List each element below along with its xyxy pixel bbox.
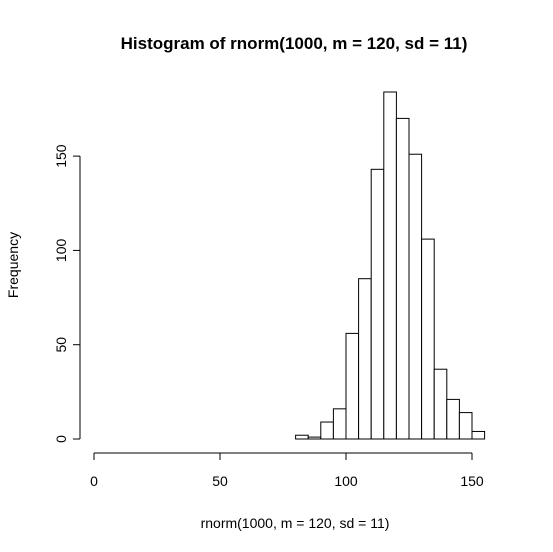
x-axis: 0 50 100 150: [90, 452, 484, 489]
y-tick-label-150: 150: [53, 144, 69, 168]
x-axis-label: rnorm(1000, m = 120, sd = 11): [201, 515, 390, 531]
histogram-bar-5: [358, 278, 372, 440]
histogram-bar-12: [446, 398, 460, 440]
histogram-bar-13: [458, 412, 473, 440]
x-tick-label-150: 150: [460, 473, 484, 489]
bars-group: [295, 91, 486, 440]
x-tick-label-0: 0: [90, 473, 98, 489]
histogram-bar-6: [370, 168, 385, 440]
histogram-bar-11: [433, 368, 448, 440]
x-tick-label-100: 100: [334, 473, 358, 489]
chart-title: Histogram of rnorm(1000, m = 120, sd = 1…: [121, 34, 468, 53]
histogram-bar-4: [345, 332, 360, 440]
x-tick-label-50: 50: [212, 473, 228, 489]
y-tick-label-100: 100: [53, 239, 69, 263]
histogram-bar-3: [332, 408, 347, 440]
y-tick-label-0: 0: [53, 435, 69, 443]
histogram-bar-0: [295, 434, 309, 440]
histogram-bar-7: [383, 91, 397, 440]
y-axis: 0 50 100 150: [53, 144, 81, 443]
histogram-bar-8: [395, 117, 410, 440]
histogram-bar-9: [408, 153, 423, 440]
y-axis-label: Frequency: [5, 232, 21, 298]
histogram-bar-1: [307, 436, 322, 440]
histogram-bar-10: [421, 238, 435, 440]
histogram-bar-2: [320, 421, 334, 440]
histogram-bar-14: [471, 430, 486, 440]
y-tick-label-50: 50: [53, 337, 69, 353]
